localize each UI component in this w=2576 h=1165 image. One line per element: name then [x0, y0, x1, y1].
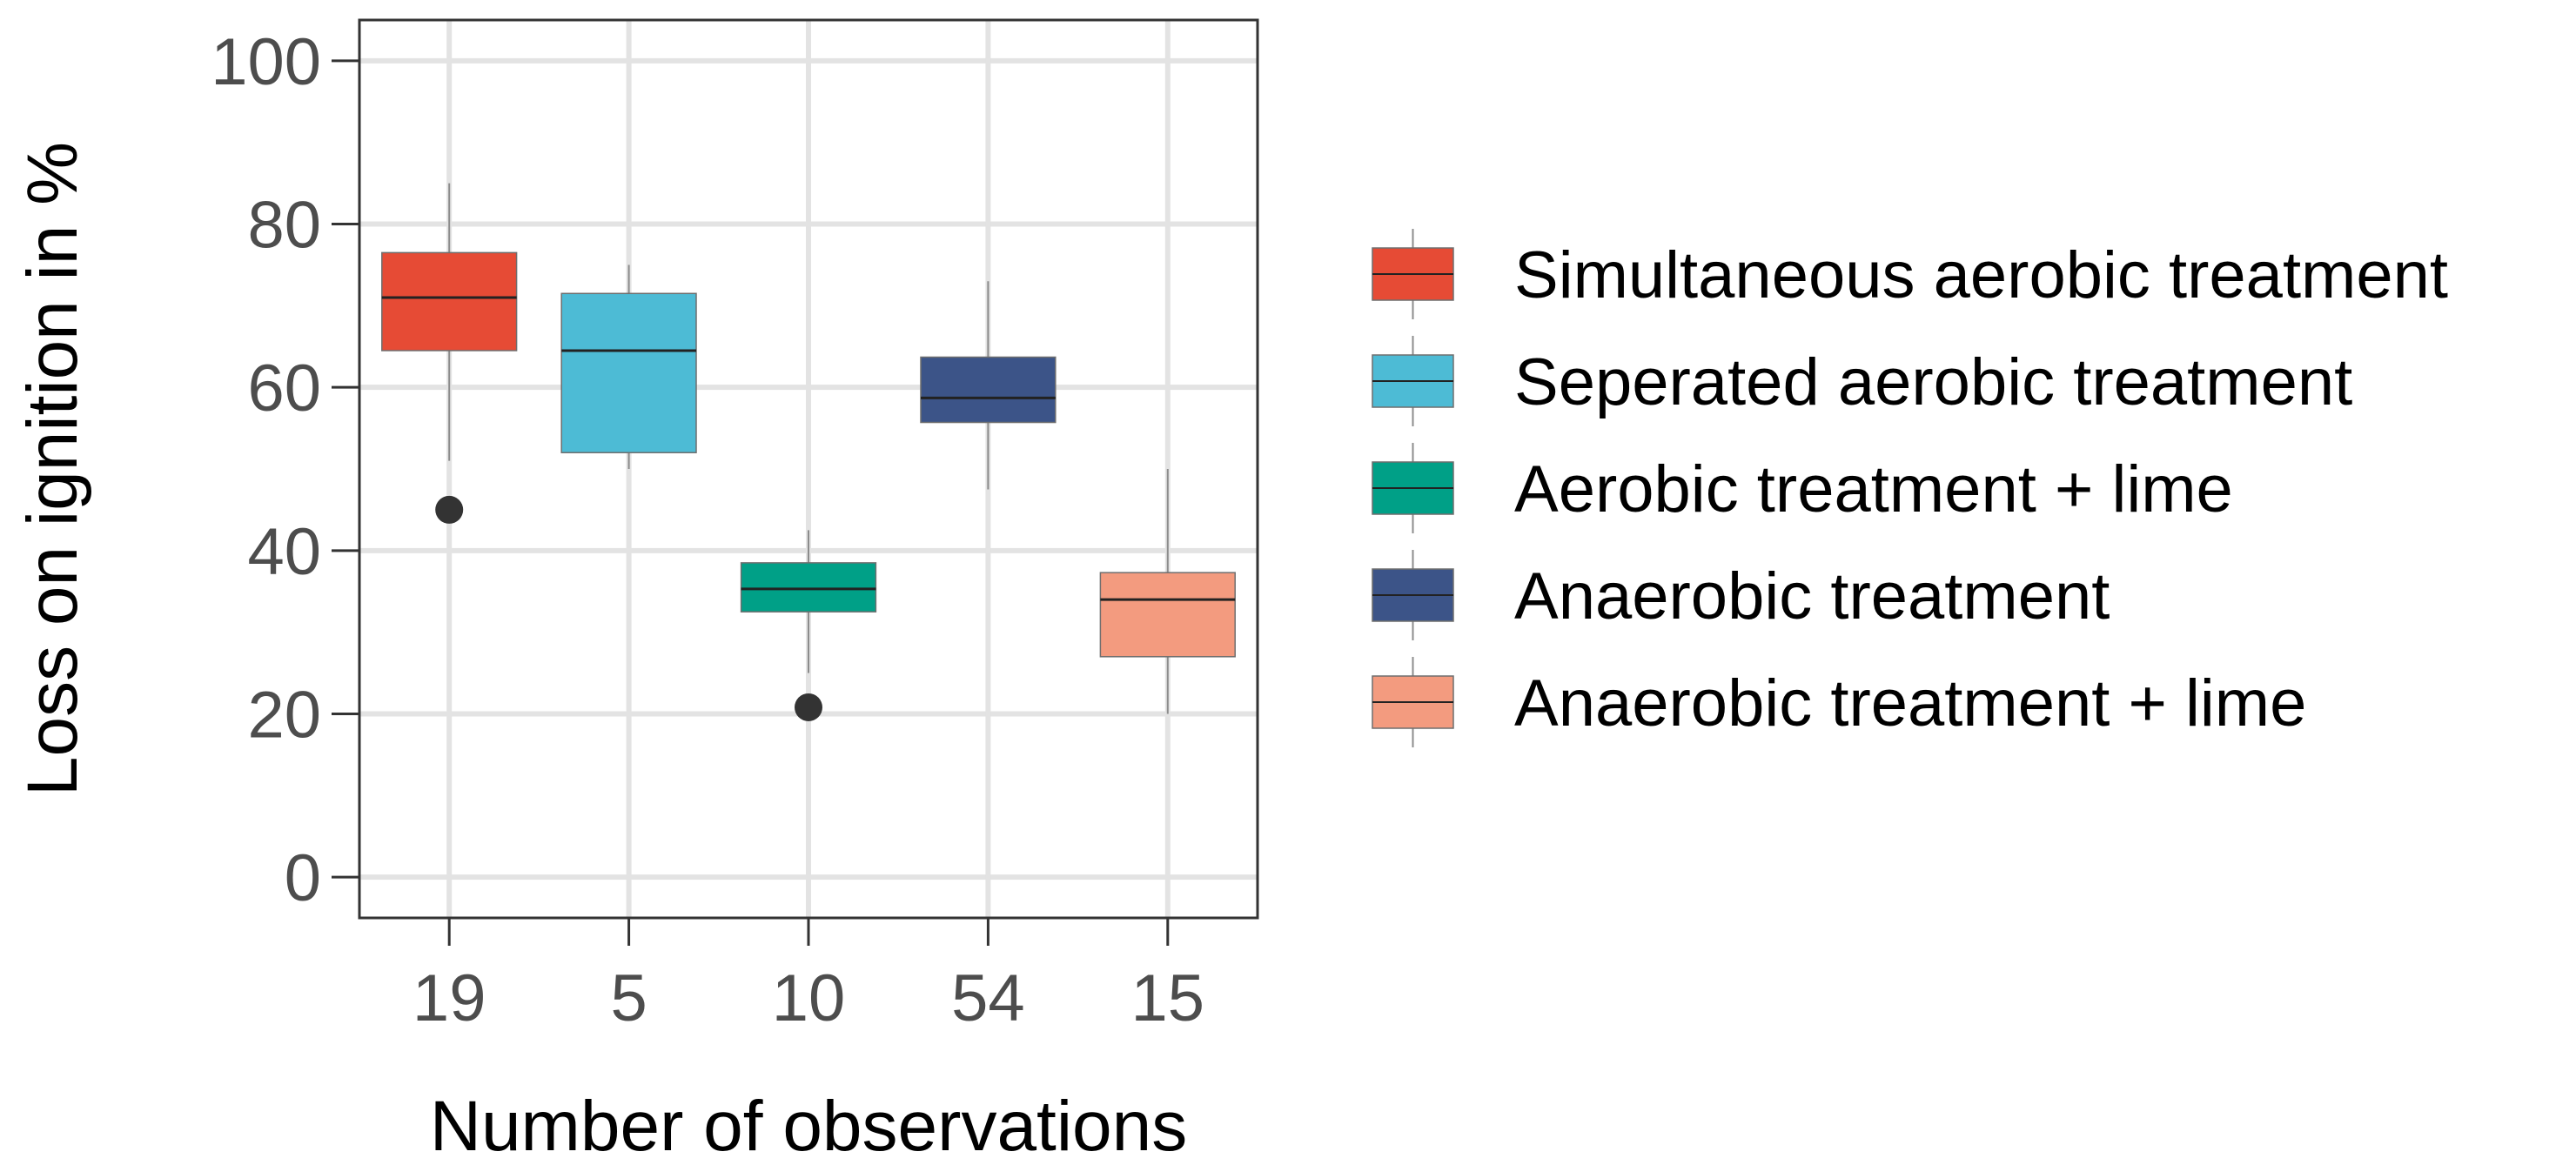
legend-label: Anaerobic treatment + lime	[1514, 666, 2306, 740]
box-body	[381, 251, 518, 352]
x-tick-label: 5	[610, 961, 647, 1035]
y-tick-label: 40	[247, 515, 321, 589]
x-tick-label: 10	[772, 961, 846, 1035]
box-4	[920, 281, 1057, 490]
y-tick-label: 100	[211, 25, 321, 99]
y-axis-title: Loss on ignition in %	[13, 142, 92, 796]
box-body	[920, 356, 1057, 424]
legend-item-1: Simultaneous aerobic treatment	[1372, 229, 2448, 319]
legend-label: Seperated aerobic treatment	[1514, 345, 2352, 419]
box-body	[740, 562, 877, 613]
boxes	[381, 183, 1236, 721]
box-2	[560, 264, 697, 469]
outlier-point	[435, 495, 464, 524]
outlier-point	[795, 693, 822, 721]
x-tick-label: 54	[951, 961, 1025, 1035]
legend-label: Aerobic treatment + lime	[1514, 452, 2233, 526]
box-body	[1099, 572, 1236, 658]
legend-item-4: Anaerobic treatment	[1372, 550, 2110, 640]
box-3	[740, 530, 877, 721]
box-body	[560, 292, 697, 453]
legend: Simultaneous aerobic treatment Seperated …	[1372, 229, 2448, 747]
x-axis-title: Number of observations	[430, 1087, 1188, 1165]
axes: 0 20 40 60 80 100 19 5 10 54 15	[211, 25, 1204, 1035]
legend-item-3: Aerobic treatment + lime	[1372, 443, 2233, 533]
grid	[359, 20, 1258, 918]
y-tick-label: 0	[285, 841, 321, 915]
box-1	[381, 183, 518, 524]
x-tick-label: 19	[413, 961, 486, 1035]
x-tick-label: 15	[1131, 961, 1205, 1035]
legend-item-2: Seperated aerobic treatment	[1372, 336, 2352, 426]
legend-label: Simultaneous aerobic treatment	[1514, 238, 2448, 312]
legend-item-5: Anaerobic treatment + lime	[1372, 657, 2306, 747]
box-5	[1099, 469, 1236, 714]
legend-label: Anaerobic treatment	[1514, 559, 2110, 633]
y-tick-label: 60	[247, 352, 321, 425]
y-tick-label: 80	[247, 189, 321, 263]
y-tick-label: 20	[247, 678, 321, 752]
